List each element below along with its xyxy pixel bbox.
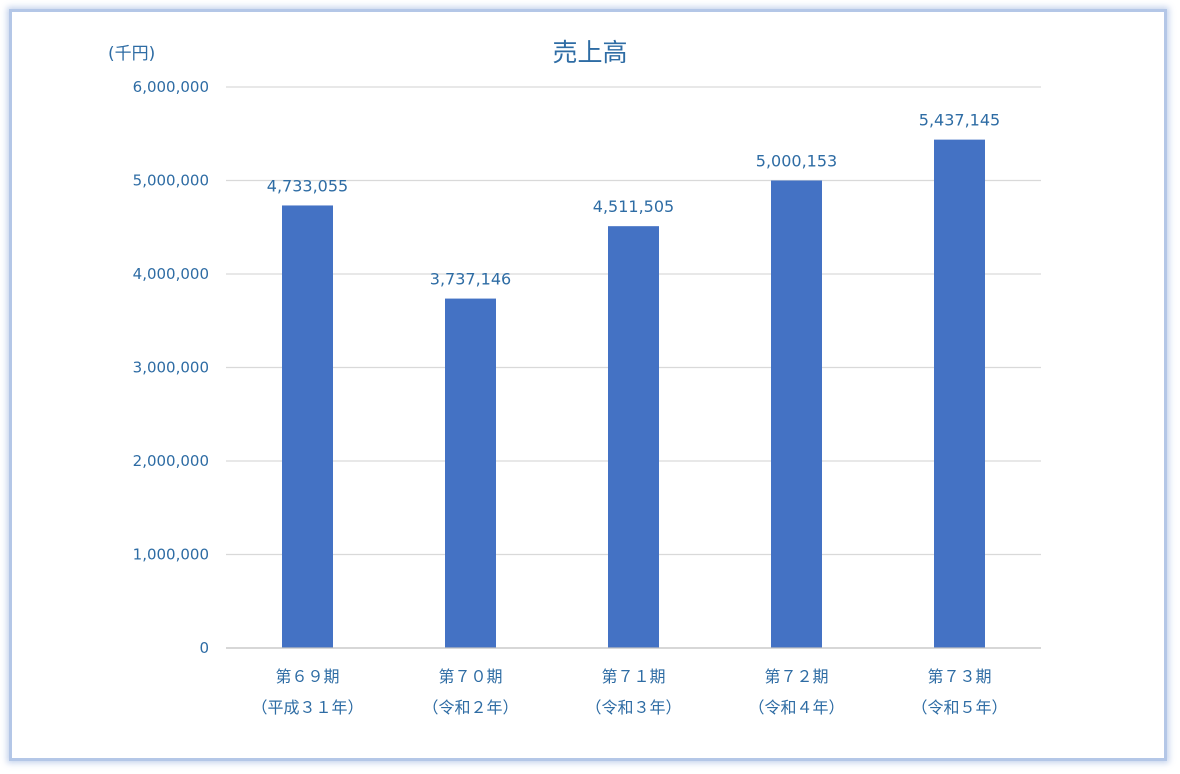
y-tick-label: 3,000,000 [133,359,209,377]
x-tick-sublabel: （令和３年） [585,698,681,717]
bar-series [282,139,985,648]
bar [934,139,985,648]
data-labels: 4,733,055 3,737,146 4,511,505 5,000,153 5,43… [267,111,1000,289]
y-tick-label: 2,000,000 [133,452,209,470]
x-tick-label: 第７１期 [601,667,665,686]
x-tick-label: 第７３期 [927,667,991,686]
x-tick-sublabel: （令和２年） [422,698,518,717]
data-label: 5,000,153 [756,151,837,170]
gridlines [226,86,1041,556]
y-tick-label: 4,000,000 [133,265,209,283]
bar [771,180,822,648]
data-label: 4,733,055 [267,176,348,195]
x-tick-sublabel: （令和５年） [911,698,1007,717]
x-axis-ticks: 第６９期 （平成３１年） 第７０期 （令和２年） 第７１期 （令和３年） 第７２期 （令和４年… [251,667,1007,717]
data-label: 4,511,505 [593,197,674,216]
x-tick-label: 第６９期 [275,667,339,686]
chart-title: 売上高 [552,38,627,67]
x-tick-label: 第７２期 [764,667,828,686]
bar [608,226,659,648]
x-tick-sublabel: （令和４年） [748,698,844,717]
y-tick-label: 0 [199,639,209,657]
y-tick-label: 6,000,000 [133,78,209,96]
y-axis-ticks: 0 1,000,000 2,000,000 3,000,000 4,000,000 5,0… [133,78,209,657]
x-tick-label: 第７０期 [438,667,502,686]
x-tick-sublabel: （平成３１年） [251,698,363,717]
bar [445,298,496,648]
y-tick-label: 1,000,000 [133,546,209,564]
data-label: 5,437,145 [919,111,1000,130]
y-axis-unit-label: (千円) [108,44,155,64]
bar [282,205,333,648]
data-label: 3,737,146 [430,270,511,289]
y-tick-label: 5,000,000 [133,172,209,190]
